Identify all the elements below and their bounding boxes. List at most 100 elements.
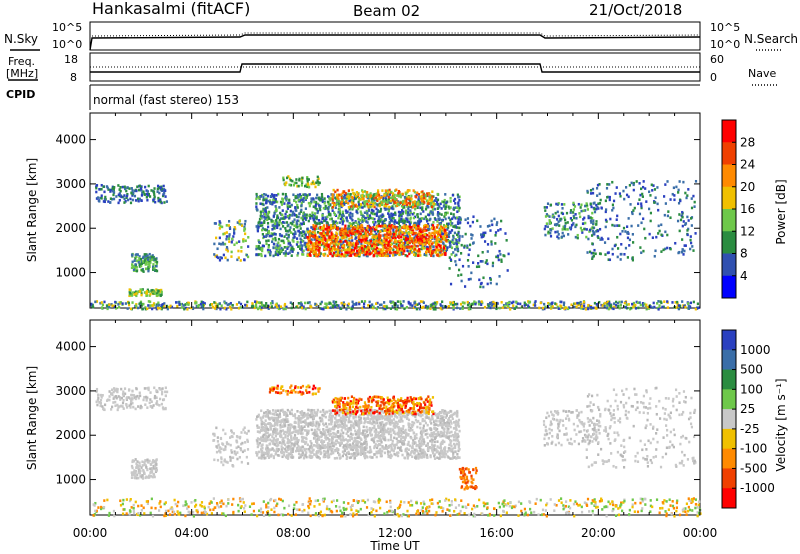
echo-cell (313, 212, 317, 215)
echo-cell (300, 208, 303, 212)
echo-cell (383, 204, 386, 208)
echo-cell (135, 387, 138, 391)
echo-cell (357, 203, 361, 206)
echo-cell (264, 209, 267, 213)
echo-cell (577, 202, 580, 206)
echo-cell (426, 247, 429, 251)
echo-cell (411, 203, 415, 206)
echo-cell (286, 205, 289, 208)
echo-cell (431, 211, 434, 214)
echo-cell (289, 248, 292, 252)
echo-cell (340, 200, 343, 204)
echo-cell (373, 229, 377, 233)
echo-cell (376, 189, 380, 192)
echo-cell (257, 301, 261, 304)
echo-cell (318, 238, 321, 241)
echo-cell (223, 301, 227, 305)
echo-cell (221, 225, 224, 229)
echo-cell (150, 304, 154, 307)
echo-cell (285, 210, 288, 214)
echo-cell (572, 208, 576, 211)
echo-cell (131, 389, 134, 393)
echo-cell (268, 234, 271, 238)
echo-cell (330, 249, 334, 252)
echo-cell (417, 227, 420, 231)
echo-cell (429, 307, 432, 310)
echo-cell (406, 241, 409, 245)
echo-cell (114, 400, 117, 404)
echo-cell (355, 254, 358, 257)
echo-cell (286, 245, 289, 249)
echo-cell (333, 247, 337, 251)
echo-cell (457, 241, 460, 245)
echo-cell (398, 253, 401, 257)
echo-cell (150, 405, 153, 408)
echo-cell (443, 215, 446, 218)
echo-cell (353, 225, 356, 229)
echo-cell (154, 200, 157, 204)
echo-cell (216, 304, 220, 308)
echo-cell (456, 206, 459, 209)
echo-cell (431, 190, 434, 194)
echo-cell (196, 304, 200, 308)
echo-cell (405, 203, 408, 206)
echo-cell (444, 253, 447, 257)
echo-cell (255, 207, 258, 211)
echo-cell (398, 216, 401, 220)
echo-cell (261, 228, 264, 232)
echo-cell (432, 245, 435, 249)
echo-cell (592, 219, 595, 222)
echo-cell (314, 251, 317, 254)
echo-cell (108, 305, 111, 309)
echo-cell (457, 235, 460, 239)
echo-cell (565, 211, 569, 215)
echo-cell (290, 247, 294, 251)
echo-cell (455, 242, 458, 246)
echo-cell (414, 244, 418, 248)
echo-cell (108, 398, 111, 402)
echo-cell (174, 301, 178, 304)
echo-cell (584, 209, 587, 212)
echo-cell (95, 390, 98, 393)
echo-cell (355, 239, 358, 243)
echo-cell (268, 217, 271, 220)
echo-cell (581, 231, 584, 234)
echo-cell (612, 307, 615, 311)
echo-cell (640, 206, 643, 210)
echo-cell (396, 304, 399, 308)
echo-cell (246, 300, 249, 304)
echo-cell (410, 194, 413, 198)
echo-cell (555, 303, 558, 306)
echo-cell (376, 301, 379, 305)
echo-cell (371, 227, 374, 231)
echo-cell (399, 303, 403, 306)
echo-cell (605, 220, 608, 223)
echo-cell (595, 230, 598, 233)
echo-cell (323, 201, 326, 205)
echo-cell (411, 304, 414, 307)
echo-cell (321, 200, 324, 204)
echo-cell (277, 223, 281, 227)
echo-cell (583, 227, 586, 231)
echo-cell (119, 398, 122, 401)
echo-cell (592, 226, 596, 230)
echo-cell (332, 226, 335, 230)
echo-cell (391, 192, 395, 195)
echo-cell (347, 231, 350, 234)
echo-cell (305, 216, 308, 219)
echo-cell (392, 300, 395, 304)
echo-cell (263, 228, 266, 231)
echo-cell (365, 220, 368, 223)
echo-cell (376, 306, 380, 309)
echo-cell (296, 206, 299, 209)
echo-cell (438, 232, 442, 236)
echo-cell (421, 202, 424, 206)
echo-cell (360, 212, 363, 216)
echo-cell (149, 304, 152, 307)
echo-cell (313, 200, 316, 204)
echo-cell (469, 277, 472, 281)
echo-cell (347, 246, 350, 250)
echo-cell (337, 193, 340, 197)
echo-cell (326, 200, 330, 204)
echo-cell (689, 247, 692, 251)
